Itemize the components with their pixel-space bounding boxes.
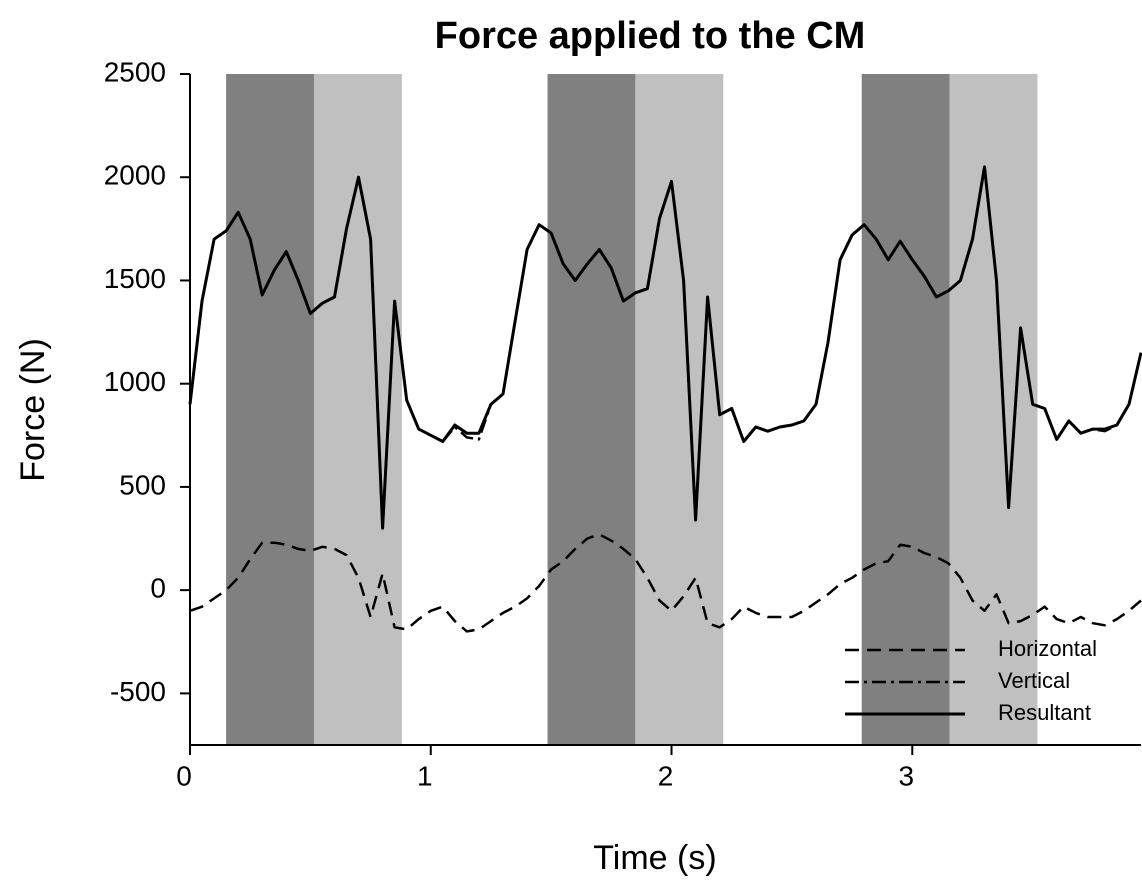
series-line <box>189 533 1142 633</box>
x-tick-label: 0 <box>176 760 192 791</box>
y-axis-label: Force (N) <box>14 338 52 482</box>
chart-title: Force applied to the CM <box>435 15 866 57</box>
legend-label: Resultant <box>998 700 1091 725</box>
y-tick-label: 2000 <box>104 160 166 191</box>
shaded-band <box>547 74 636 745</box>
x-tick-label: 1 <box>417 760 433 791</box>
y-tick-label: -500 <box>110 676 166 707</box>
x-axis-label: Time (s) <box>593 839 716 877</box>
shaded-band <box>226 74 314 745</box>
shaded-band <box>861 74 950 745</box>
y-tick-label: 1000 <box>104 366 166 397</box>
legend-label: Horizontal <box>998 636 1097 661</box>
y-tick-label: 500 <box>119 469 166 500</box>
y-tick-label: 0 <box>150 573 166 604</box>
shaded-band <box>949 74 1038 745</box>
shaded-band <box>635 74 724 745</box>
series-line <box>188 165 1142 530</box>
y-tick-label: 1500 <box>104 263 166 294</box>
y-tick-label: 2500 <box>104 56 166 87</box>
x-tick-label: 3 <box>898 760 914 791</box>
legend-label: Vertical <box>998 668 1070 693</box>
x-tick-label: 2 <box>658 760 674 791</box>
